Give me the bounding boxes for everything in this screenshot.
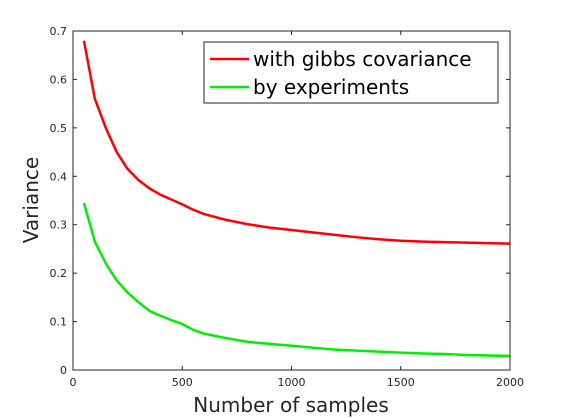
x-tick-label: 2000 <box>496 376 524 389</box>
y-axis: 0 0.1 0.2 0.3 0.4 0.5 0.6 0.7 <box>50 25 510 377</box>
legend-box <box>203 41 499 104</box>
series-layer <box>82 40 511 358</box>
legend-label-with-gibbs-covariance: with gibbs covariance <box>253 47 472 71</box>
legend: with gibbs covariance by experiments <box>203 41 499 104</box>
x-tick-label: 1500 <box>387 376 415 389</box>
y-tick-label: 0.4 <box>50 170 68 183</box>
y-tick-label: 0.3 <box>50 219 68 232</box>
legend-label-by-experiments: by experiments <box>253 75 409 99</box>
x-axis: 0 500 1000 1500 2000 <box>70 31 524 389</box>
series-line-by-experiments <box>82 202 511 358</box>
y-tick-label: 0.5 <box>50 122 68 135</box>
y-tick-label: 0.7 <box>50 25 68 38</box>
y-tick-label: 0.6 <box>50 73 68 86</box>
x-tick-label: 0 <box>70 376 77 389</box>
y-tick-label: 0.2 <box>50 267 68 280</box>
x-axis-label: Number of samples <box>193 393 388 417</box>
x-tick-label: 1000 <box>278 376 306 389</box>
y-tick-label: 0 <box>60 364 67 377</box>
x-tick-label: 500 <box>172 376 193 389</box>
series-line-with-gibbs-covariance <box>82 40 511 245</box>
y-axis-label: Variance <box>19 157 43 243</box>
y-tick-label: 0.1 <box>50 316 68 329</box>
